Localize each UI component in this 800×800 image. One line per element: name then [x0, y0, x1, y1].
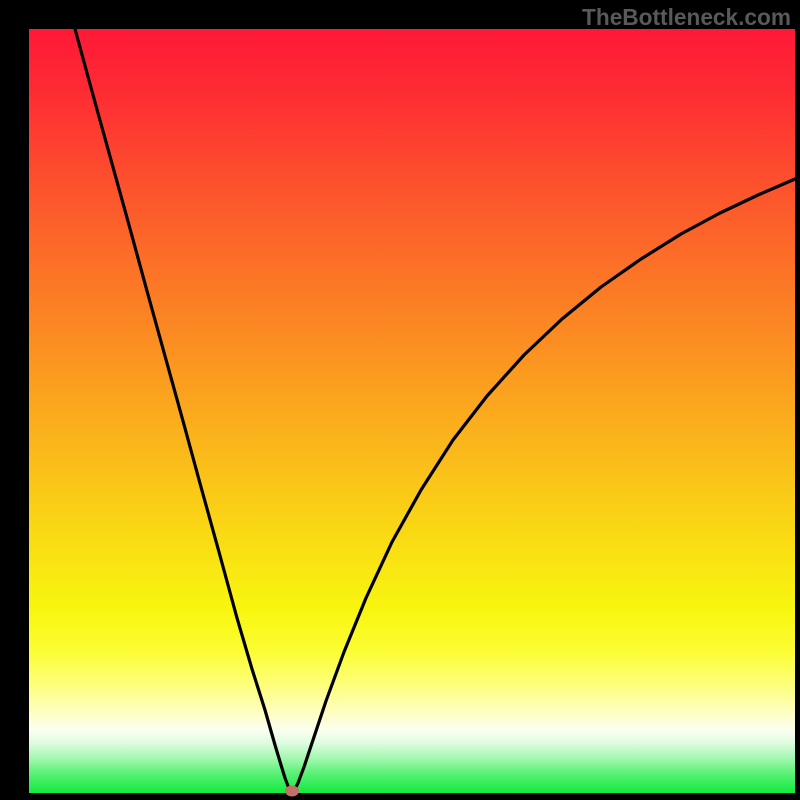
optimum-marker	[285, 786, 299, 797]
chart-stage: TheBottleneck.com	[0, 0, 800, 800]
watermark-text: TheBottleneck.com	[582, 4, 791, 31]
plot-gradient-background	[29, 29, 795, 793]
